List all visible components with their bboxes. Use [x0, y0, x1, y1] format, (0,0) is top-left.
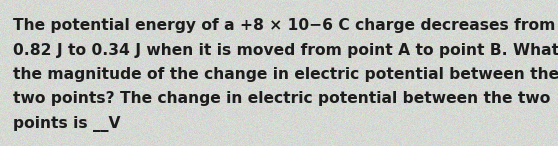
Text: two points? The change in electric potential between the two: two points? The change in electric poten… [13, 92, 550, 106]
Text: The potential energy of a +8 × 10−6 C charge decreases from: The potential energy of a +8 × 10−6 C ch… [13, 18, 555, 33]
Text: points is __V: points is __V [13, 116, 121, 132]
Text: the magnitude of the change in electric potential between these: the magnitude of the change in electric … [13, 67, 558, 82]
Text: 0.82 J to 0.34 J when it is moved from point A to point B. What is: 0.82 J to 0.34 J when it is moved from p… [13, 42, 558, 58]
